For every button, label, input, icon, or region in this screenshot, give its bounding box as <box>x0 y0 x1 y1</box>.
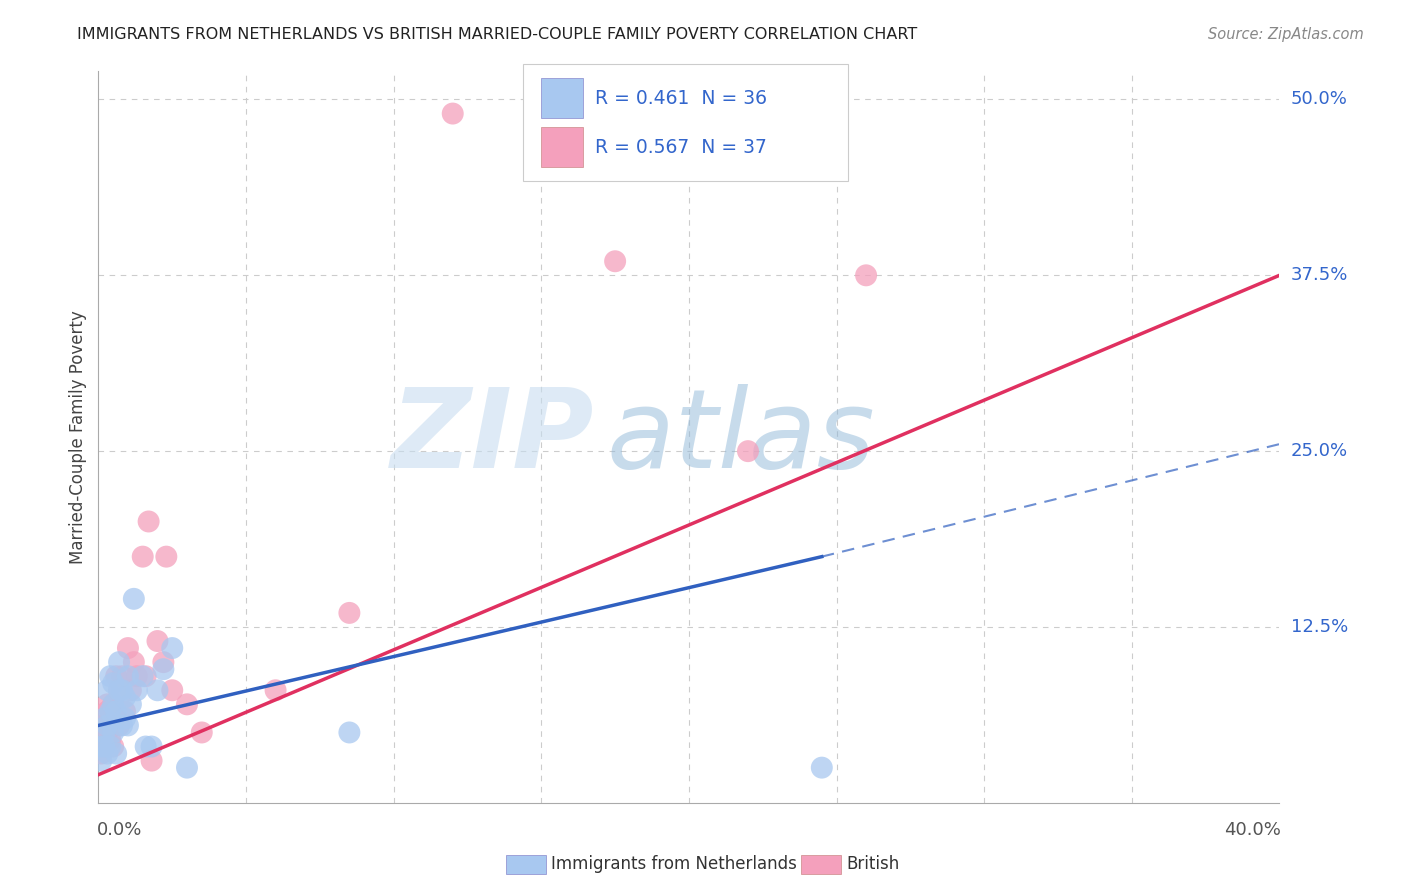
Point <box>125 683 148 698</box>
Point <box>105 705 128 719</box>
Y-axis label: Married-Couple Family Poverty: Married-Couple Family Poverty <box>69 310 87 564</box>
Point <box>96 718 118 732</box>
Text: atlas: atlas <box>606 384 875 491</box>
Point <box>176 698 198 712</box>
Point <box>103 676 125 690</box>
Point <box>122 655 145 669</box>
Text: 25.0%: 25.0% <box>1291 442 1348 460</box>
Point <box>117 641 139 656</box>
Point <box>108 718 131 732</box>
Point <box>141 739 163 754</box>
Point <box>120 698 142 712</box>
Point <box>737 444 759 458</box>
Text: 40.0%: 40.0% <box>1223 821 1281 839</box>
Point <box>98 732 121 747</box>
Point <box>117 669 139 683</box>
Point <box>264 683 287 698</box>
Text: 12.5%: 12.5% <box>1291 618 1348 636</box>
Text: 0.0%: 0.0% <box>97 821 142 839</box>
Point <box>162 641 183 656</box>
Point <box>96 705 118 719</box>
Text: Source: ZipAtlas.com: Source: ZipAtlas.com <box>1208 27 1364 42</box>
Point <box>120 683 142 698</box>
Point <box>146 634 169 648</box>
Point <box>93 739 115 754</box>
Point <box>105 747 128 761</box>
Point <box>176 761 198 775</box>
Point <box>605 254 627 268</box>
Point <box>90 739 112 754</box>
Point <box>152 655 174 669</box>
Point <box>135 739 157 754</box>
Point <box>117 718 139 732</box>
Point <box>90 739 112 754</box>
Point <box>96 725 118 739</box>
Point <box>105 669 128 683</box>
Point <box>114 711 136 725</box>
Point <box>111 718 134 732</box>
Point <box>125 669 148 683</box>
Point <box>103 698 125 712</box>
Point <box>108 655 131 669</box>
Point <box>132 669 155 683</box>
Point <box>98 669 121 683</box>
Point <box>114 705 136 719</box>
Point <box>96 698 118 712</box>
Point <box>108 683 131 698</box>
Point <box>146 683 169 698</box>
Point <box>96 683 118 698</box>
Point <box>162 683 183 698</box>
Text: Immigrants from Netherlands: Immigrants from Netherlands <box>551 855 797 873</box>
Point <box>111 669 134 683</box>
Text: 50.0%: 50.0% <box>1291 90 1347 109</box>
Text: R = 0.567  N = 37: R = 0.567 N = 37 <box>595 137 766 157</box>
Point <box>152 662 174 676</box>
Point <box>441 106 464 120</box>
Point <box>90 747 112 761</box>
Point <box>103 725 125 739</box>
Point <box>155 549 177 564</box>
Point <box>111 683 134 698</box>
Point <box>339 725 361 739</box>
Point <box>141 754 163 768</box>
Point <box>98 705 121 719</box>
Point <box>108 683 131 698</box>
Point <box>138 515 160 529</box>
Point <box>90 754 112 768</box>
Text: R = 0.461  N = 36: R = 0.461 N = 36 <box>595 88 766 108</box>
Point <box>93 711 115 725</box>
Point <box>191 725 214 739</box>
Point <box>93 725 115 739</box>
Point <box>103 698 125 712</box>
Point <box>132 549 155 564</box>
Text: IMMIGRANTS FROM NETHERLANDS VS BRITISH MARRIED-COUPLE FAMILY POVERTY CORRELATION: IMMIGRANTS FROM NETHERLANDS VS BRITISH M… <box>77 27 918 42</box>
Point <box>105 711 128 725</box>
Point <box>93 718 115 732</box>
Point <box>135 669 157 683</box>
Point <box>103 739 125 754</box>
Text: 37.5%: 37.5% <box>1291 267 1348 285</box>
Point <box>93 739 115 754</box>
Point <box>810 761 832 775</box>
Point <box>98 739 121 754</box>
Point <box>339 606 361 620</box>
Point <box>122 591 145 606</box>
Point <box>96 747 118 761</box>
Point <box>98 711 121 725</box>
Point <box>855 268 877 283</box>
Point <box>114 690 136 705</box>
Text: ZIP: ZIP <box>391 384 595 491</box>
Text: British: British <box>846 855 900 873</box>
